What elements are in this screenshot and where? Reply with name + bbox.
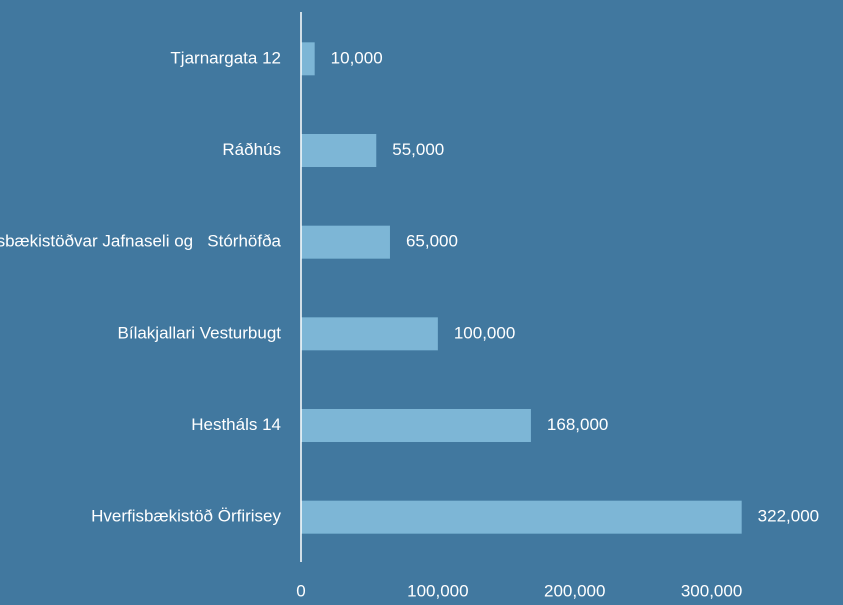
bar <box>301 42 315 76</box>
bar <box>301 134 377 167</box>
y-tick-label: Bílakjallari Vesturbugt <box>118 323 282 342</box>
x-tick-label: 200,000 <box>544 581 605 600</box>
y-tick-label: Hverfisbækistöðvar Jafnaseli og Stórhöfð… <box>0 232 282 251</box>
y-tick-label: Ráðhús <box>222 140 281 159</box>
value-label: 65,000 <box>406 232 458 251</box>
y-tick-label: Hverfisbækistöð Örfirisey <box>91 507 281 526</box>
bar <box>301 225 390 259</box>
value-label: 10,000 <box>331 48 383 67</box>
x-tick-label: 100,000 <box>407 581 468 600</box>
y-tick-label: Hestháls 14 <box>191 415 281 434</box>
bar <box>301 317 438 351</box>
y-tick-label: Tjarnargata 12 <box>170 48 281 67</box>
bar <box>301 500 742 534</box>
bar <box>301 409 531 442</box>
x-tick-label: 0 <box>296 581 305 600</box>
x-tick-label: 300,000 <box>681 581 742 600</box>
value-label: 100,000 <box>454 323 515 342</box>
value-label: 168,000 <box>547 415 608 434</box>
value-label: 322,000 <box>758 507 819 526</box>
value-label: 55,000 <box>392 140 444 159</box>
